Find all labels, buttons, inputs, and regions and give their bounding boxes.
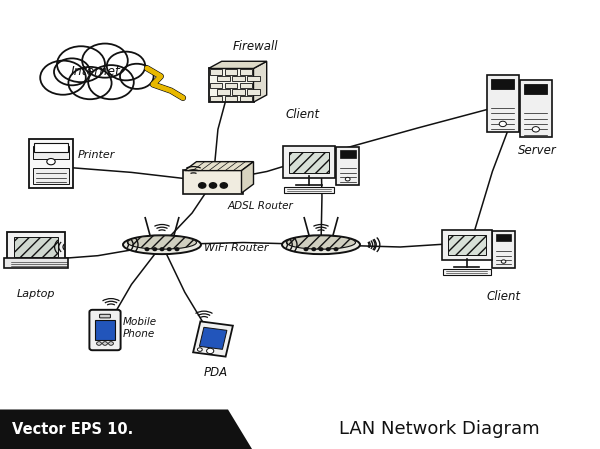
FancyBboxPatch shape (7, 232, 65, 262)
Circle shape (304, 248, 308, 251)
FancyBboxPatch shape (283, 145, 335, 177)
FancyBboxPatch shape (491, 79, 514, 89)
Text: Vector EPS 10.: Vector EPS 10. (12, 422, 133, 437)
FancyBboxPatch shape (340, 150, 356, 158)
Circle shape (109, 342, 113, 345)
Circle shape (82, 44, 128, 78)
Text: Printer: Printer (78, 150, 115, 160)
FancyBboxPatch shape (247, 89, 260, 95)
FancyBboxPatch shape (225, 96, 238, 101)
Circle shape (103, 342, 107, 345)
Polygon shape (0, 409, 252, 449)
Circle shape (501, 260, 506, 263)
Text: Firewall: Firewall (232, 40, 278, 53)
Ellipse shape (123, 235, 201, 254)
Text: Server: Server (518, 144, 556, 157)
Circle shape (68, 67, 112, 99)
Circle shape (120, 64, 154, 89)
Ellipse shape (282, 235, 360, 254)
FancyBboxPatch shape (442, 230, 492, 260)
Polygon shape (241, 162, 254, 193)
Circle shape (167, 248, 171, 251)
FancyBboxPatch shape (210, 69, 223, 75)
FancyBboxPatch shape (210, 83, 223, 88)
Circle shape (209, 183, 217, 188)
Text: Client: Client (487, 290, 521, 303)
Text: Client: Client (286, 108, 320, 121)
FancyBboxPatch shape (520, 80, 552, 137)
FancyBboxPatch shape (284, 187, 334, 193)
Circle shape (220, 183, 227, 188)
FancyBboxPatch shape (184, 170, 242, 194)
FancyBboxPatch shape (14, 237, 58, 257)
FancyBboxPatch shape (448, 235, 485, 255)
Text: WiFi Router: WiFi Router (204, 243, 269, 253)
FancyBboxPatch shape (336, 147, 359, 185)
Ellipse shape (287, 236, 355, 249)
Circle shape (199, 183, 206, 188)
Circle shape (175, 248, 179, 251)
Circle shape (145, 248, 149, 251)
Polygon shape (185, 162, 254, 171)
FancyBboxPatch shape (496, 234, 511, 241)
Circle shape (319, 248, 323, 251)
Circle shape (40, 61, 86, 95)
Circle shape (88, 65, 134, 99)
FancyBboxPatch shape (33, 168, 69, 184)
Circle shape (153, 248, 157, 251)
Polygon shape (199, 327, 227, 349)
FancyBboxPatch shape (209, 68, 254, 102)
Circle shape (54, 58, 90, 85)
Circle shape (206, 348, 214, 354)
FancyBboxPatch shape (493, 231, 515, 268)
Polygon shape (254, 62, 266, 102)
FancyBboxPatch shape (232, 76, 245, 81)
FancyBboxPatch shape (217, 89, 230, 95)
FancyBboxPatch shape (4, 258, 68, 268)
FancyBboxPatch shape (225, 83, 238, 88)
Circle shape (346, 177, 350, 181)
FancyBboxPatch shape (217, 76, 230, 81)
FancyBboxPatch shape (225, 69, 238, 75)
FancyBboxPatch shape (100, 314, 110, 318)
Circle shape (499, 121, 506, 127)
Text: ADSL Router: ADSL Router (228, 201, 294, 211)
Polygon shape (193, 321, 233, 357)
FancyBboxPatch shape (487, 75, 519, 132)
FancyBboxPatch shape (29, 139, 73, 189)
Text: Internet: Internet (71, 66, 121, 78)
Text: LAN Network Diagram: LAN Network Diagram (339, 420, 539, 438)
Text: Laptop: Laptop (17, 289, 55, 299)
FancyBboxPatch shape (210, 96, 223, 101)
Circle shape (326, 248, 330, 251)
FancyBboxPatch shape (524, 84, 547, 94)
FancyBboxPatch shape (443, 269, 491, 275)
Circle shape (312, 248, 316, 251)
FancyBboxPatch shape (33, 146, 69, 159)
Circle shape (532, 127, 539, 132)
FancyBboxPatch shape (289, 151, 329, 172)
Circle shape (160, 248, 164, 251)
Circle shape (197, 348, 202, 352)
FancyBboxPatch shape (34, 144, 68, 152)
Circle shape (334, 248, 338, 251)
FancyBboxPatch shape (95, 320, 115, 340)
Ellipse shape (128, 236, 197, 249)
FancyBboxPatch shape (89, 310, 121, 350)
Circle shape (57, 46, 105, 82)
FancyBboxPatch shape (240, 96, 253, 101)
Text: PDA: PDA (204, 366, 228, 379)
FancyBboxPatch shape (240, 83, 253, 88)
Circle shape (97, 342, 101, 345)
Polygon shape (209, 62, 266, 68)
Text: Mobile
Phone: Mobile Phone (122, 317, 157, 339)
FancyBboxPatch shape (240, 69, 253, 75)
FancyBboxPatch shape (232, 89, 245, 95)
FancyBboxPatch shape (247, 76, 260, 81)
Circle shape (47, 158, 55, 165)
Circle shape (107, 52, 145, 80)
